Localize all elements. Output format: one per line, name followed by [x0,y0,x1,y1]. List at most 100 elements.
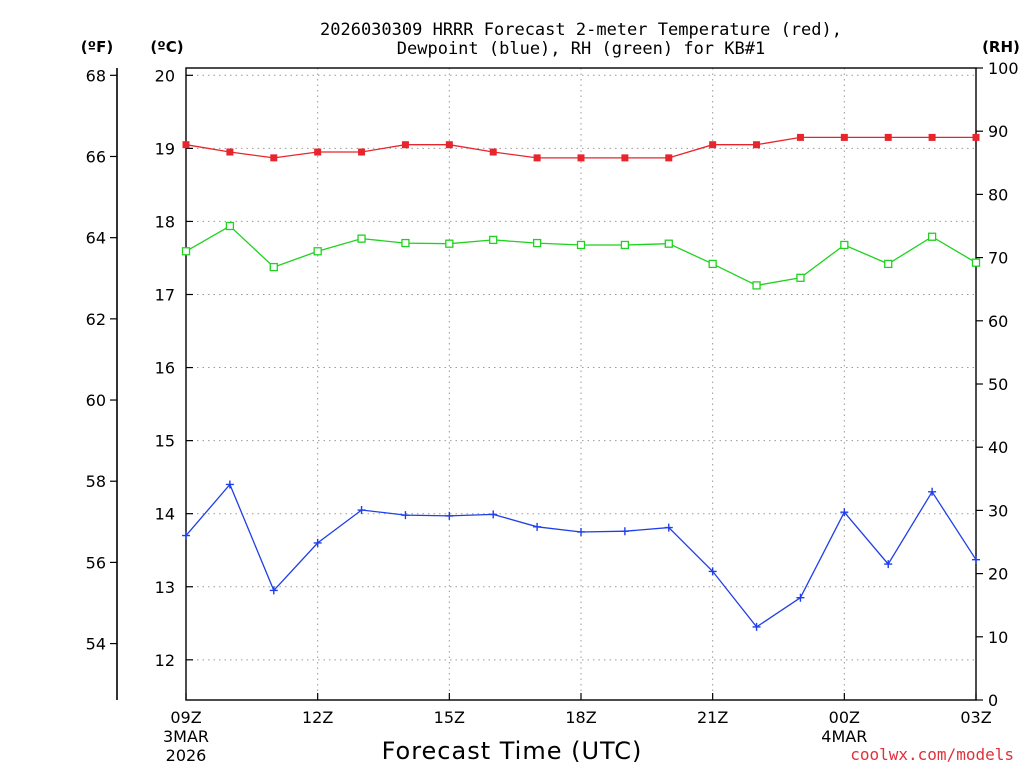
fahrenheit-tick-label: 58 [86,472,106,491]
x-tick-label: 21Z [697,708,728,727]
rh-point [181,247,191,256]
rh-point [313,247,322,256]
rh-point [971,258,981,267]
rh-point [532,238,542,248]
rh-unit-label: (RH) [982,38,1020,56]
temperature-point [928,133,936,141]
fahrenheit-tick-label: 62 [86,310,106,329]
temperature-point [665,154,673,162]
rh-tick-label: 90 [988,122,1008,141]
fahrenheit-tick-label: 56 [86,553,106,572]
temperature-point [709,141,717,149]
dewpoint-point [225,480,234,489]
dewpoint-line [185,483,977,628]
chart-title-line-2: Dewpoint (blue), RH (green) for KB#1 [397,39,765,59]
temperature-point [445,141,453,149]
celsius-tick-label: 14 [155,505,175,524]
rh-point [225,221,235,231]
temperature-point [270,154,278,162]
chart-title-line-1: 2026030309 HRRR Forecast 2-meter Tempera… [320,20,842,40]
temperature-point [577,154,585,162]
rh-point [357,234,366,243]
x-tick-date-label: 4MAR [821,727,867,746]
rh-point [664,239,673,248]
x-tick-label: 15Z [434,708,465,727]
temperature-point [840,133,848,141]
fahrenheit-tick-label: 66 [86,147,106,166]
dewpoint-point [269,586,278,595]
rh-tick-label: 80 [988,185,1008,204]
fahrenheit-tick-label: 64 [86,229,106,248]
celsius-unit-label: (ºC) [150,38,183,56]
x-tick-year-label: 2026 [166,746,207,765]
dewpoint-point [313,538,322,547]
celsius-tick-label: 16 [155,359,175,378]
rh-tick-label: 40 [988,438,1008,457]
dewpoint-point [489,510,498,519]
dewpoint-point [445,511,454,520]
dewpoint-point [664,523,673,532]
dewpoint-point [620,527,629,536]
rh-tick-label: 30 [988,501,1008,520]
dewpoint-point [796,593,805,602]
rh-tick-label: 10 [988,628,1008,647]
data-series [181,133,981,631]
celsius-tick-label: 17 [155,285,175,304]
fahrenheit-tick-label: 68 [86,66,106,85]
x-tick-label: 12Z [302,708,333,727]
x-tick-label: 18Z [565,708,596,727]
temperature-point [972,133,980,141]
rh-point [796,273,805,282]
fahrenheit-tick-label: 60 [86,391,106,410]
temperature-point [621,154,629,162]
rh-tick-label: 70 [988,249,1008,268]
dewpoint-point [182,531,190,540]
temperature-point [314,148,322,156]
temperature-point [401,141,409,149]
temperature-point [489,148,497,156]
x-tick-label: 09Z [170,708,201,727]
rh-tick-label: 100 [988,59,1019,78]
fahrenheit-tick-label: 54 [86,635,106,654]
dewpoint-point [928,487,937,496]
rh-point [269,262,278,272]
rh-point [840,240,849,250]
rh-point [445,239,454,248]
rh-tick-label: 20 [988,565,1008,584]
temperature-point [796,133,804,141]
temperature-point [753,141,761,149]
celsius-tick-label: 15 [155,432,175,451]
credit-label: coolwx.com/models [850,745,1014,764]
x-tick-label: 00Z [829,708,860,727]
rh-tick-label: 50 [988,375,1008,394]
rh-point [620,240,630,250]
temperature-point [182,141,190,149]
temperature-point [533,154,541,162]
rh-point [401,238,410,248]
rh-point [884,259,893,269]
dewpoint-point [884,560,893,569]
celsius-tick-label: 18 [155,212,175,231]
rh-point [489,235,498,245]
dewpoint-point [533,522,542,531]
rh-tick-label: 0 [988,691,998,710]
rh-point [708,259,717,269]
grid-lines [186,68,976,700]
axes [116,67,977,701]
dewpoint-point [357,506,366,515]
x-tick-label: 03Z [960,708,991,727]
dewpoint-point [752,622,761,631]
fahrenheit-unit-label: (ºF) [81,38,113,56]
rh-tick-label: 60 [988,312,1008,331]
celsius-tick-label: 19 [155,139,175,158]
celsius-tick-label: 20 [155,66,175,85]
dewpoint-point [577,527,585,536]
celsius-tick-label: 13 [155,578,175,597]
rh-point [752,281,761,290]
celsius-tick-label: 12 [155,651,175,670]
rh-point [927,232,937,241]
x-tick-date-label: 3MAR [163,727,209,746]
temperature-point [226,148,234,156]
